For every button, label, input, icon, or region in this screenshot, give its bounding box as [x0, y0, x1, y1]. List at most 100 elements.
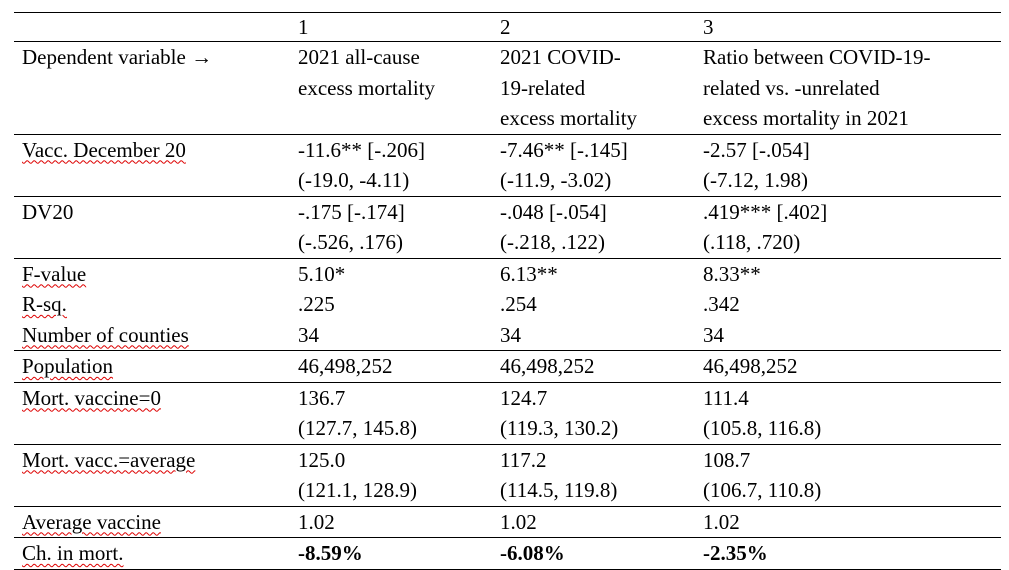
row-label-text: Population: [22, 354, 114, 378]
row-label-text: Dependent variable →: [22, 45, 213, 69]
cell-line: Ratio between COVID-19-: [703, 45, 931, 69]
value-cell: -7.46** [-.145] (-11.9, -3.02): [492, 134, 695, 197]
value-cell: 117.2 (114.5, 119.8): [492, 444, 695, 507]
row-label: Mort. vaccine=0: [14, 382, 290, 445]
cell-line: 117.2: [500, 447, 547, 472]
cell-line: -8.59%: [298, 541, 363, 565]
cell-line: (105.8, 116.8): [703, 416, 822, 440]
cell-line: 2021 COVID-: [500, 45, 621, 69]
cell-line: .254: [500, 292, 537, 316]
value-cell: 125.0 (121.1, 128.9): [290, 444, 492, 507]
value-cell: 46,498,252: [695, 350, 1001, 383]
value-cell: -8.59%: [290, 537, 492, 570]
table-row: F-value 5.10* 6.13** 8.33**: [14, 258, 1001, 289]
cell-line: 34: [500, 322, 521, 347]
row-label-text: Vacc. December 20: [22, 137, 186, 162]
table-row: DV20 -.175 [-.174] (-.526, .176) -.048 [-.0…: [14, 196, 1001, 259]
cell-line: 108.7: [703, 447, 751, 472]
cell-line: 124.7: [500, 385, 548, 410]
cell-line: (-7.12, 1.98): [703, 168, 808, 192]
table-row: Average vaccine 1.02 1.02 1.02: [14, 506, 1001, 538]
value-cell: -.048 [-.054] (-.218, .122): [492, 196, 695, 259]
row-label-text: Number of counties: [22, 322, 189, 347]
value-cell: .225: [290, 289, 492, 320]
cell-line: (119.3, 130.2): [500, 416, 619, 440]
value-cell: 2021 all-cause excess mortality: [290, 41, 492, 135]
cell-line: -7.46** [-.145]: [500, 137, 628, 162]
value-cell: .419*** [.402] (.118, .720): [695, 196, 1001, 259]
value-cell: 136.7 (127.7, 145.8): [290, 382, 492, 445]
cell-line: 111.4: [703, 385, 749, 410]
row-label-text: Average vaccine: [22, 509, 161, 534]
value-cell: -.175 [-.174] (-.526, .176): [290, 196, 492, 259]
cell-line: (.118, .720): [703, 230, 801, 254]
value-cell: 8.33**: [695, 258, 1001, 289]
row-label: F-value: [14, 258, 290, 289]
value-cell: 46,498,252: [290, 350, 492, 383]
table-row: Population 46,498,252 46,498,252 46,498,252: [14, 350, 1001, 383]
row-label-text: R-sq.: [22, 292, 67, 316]
table-row: Mort. vacc.=average 125.0 (121.1, 128.9) 11…: [14, 444, 1001, 507]
row-label-text: Mort. vacc.=average: [22, 447, 196, 472]
row-label: Population: [14, 350, 290, 383]
cell-line: (106.7, 110.8): [703, 478, 822, 502]
column-number: 1: [290, 12, 492, 42]
cell-line: -2.57 [-.054]: [703, 137, 810, 162]
row-label: Ch. in mort.: [14, 537, 290, 570]
row-label-text: Ch. in mort.: [22, 541, 124, 565]
cell-line: (-.218, .122): [500, 230, 605, 254]
row-label: Dependent variable →: [14, 41, 290, 135]
value-cell: -2.35%: [695, 537, 1001, 570]
value-cell: .254: [492, 289, 695, 320]
value-cell: 1.02: [492, 506, 695, 538]
value-cell: 111.4 (105.8, 116.8): [695, 382, 1001, 445]
cell-line: related vs. -unrelated: [703, 75, 880, 100]
cell-line: -2.35%: [703, 541, 768, 565]
cell-line: 46,498,252: [500, 354, 595, 378]
table-row: Dependent variable → 2021 all-cause excess…: [14, 41, 1001, 135]
row-label-text: F-value: [22, 261, 87, 286]
cell-line: 8.33**: [703, 261, 761, 286]
cell-line: excess mortality: [298, 75, 436, 100]
cell-line: 34: [703, 322, 724, 347]
value-cell: -2.57 [-.054] (-7.12, 1.98): [695, 134, 1001, 197]
row-label: Number of counties: [14, 319, 290, 351]
cell-line: (-19.0, -4.11): [298, 168, 410, 192]
cell-line: -11.6** [-.206]: [298, 137, 425, 162]
value-cell: -6.08%: [492, 537, 695, 570]
cell-line: (121.1, 128.9): [298, 478, 417, 502]
cell-line: 136.7: [298, 385, 346, 410]
row-label: Mort. vacc.=average: [14, 444, 290, 507]
value-cell: 34: [695, 319, 1001, 351]
cell-line: 125.0: [298, 447, 346, 472]
value-cell: 34: [492, 319, 695, 351]
cell-line: 1.02: [703, 509, 740, 534]
value-cell: Ratio between COVID-19- related vs. -unre…: [695, 41, 1001, 135]
row-label-text: DV20: [22, 199, 74, 224]
cell-line: -.175 [-.174]: [298, 199, 405, 224]
cell-line: 46,498,252: [703, 354, 798, 378]
cell-line: 19-related: [500, 75, 586, 100]
cell-line: -.048 [-.054]: [500, 199, 607, 224]
row-label-text: Mort. vaccine=0: [22, 385, 161, 410]
header-cell: [14, 12, 290, 42]
cell-line: 1.02: [500, 509, 537, 534]
value-cell: 5.10*: [290, 258, 492, 289]
value-cell: 6.13**: [492, 258, 695, 289]
table-row: Number of counties 34 34 34: [14, 319, 1001, 351]
cell-line: 1.02: [298, 509, 335, 534]
value-cell: -11.6** [-.206] (-19.0, -4.11): [290, 134, 492, 197]
results-table: 1 2 3 Dependent variable → 2021 all-cause exc…: [14, 12, 1001, 570]
cell-line: 5.10*: [298, 261, 346, 286]
cell-line: .342: [703, 292, 740, 316]
cell-line: (-11.9, -3.02): [500, 168, 612, 192]
value-cell: 1.02: [290, 506, 492, 538]
cell-line: (114.5, 119.8): [500, 478, 618, 502]
cell-line: 46,498,252: [298, 354, 393, 378]
cell-line: excess mortality in 2021: [703, 106, 909, 130]
value-cell: 2021 COVID- 19-related excess mortality: [492, 41, 695, 135]
table-row: Mort. vaccine=0 136.7 (127.7, 145.8) 124.7 (…: [14, 382, 1001, 445]
value-cell: 108.7 (106.7, 110.8): [695, 444, 1001, 507]
cell-line: 34: [298, 322, 319, 347]
